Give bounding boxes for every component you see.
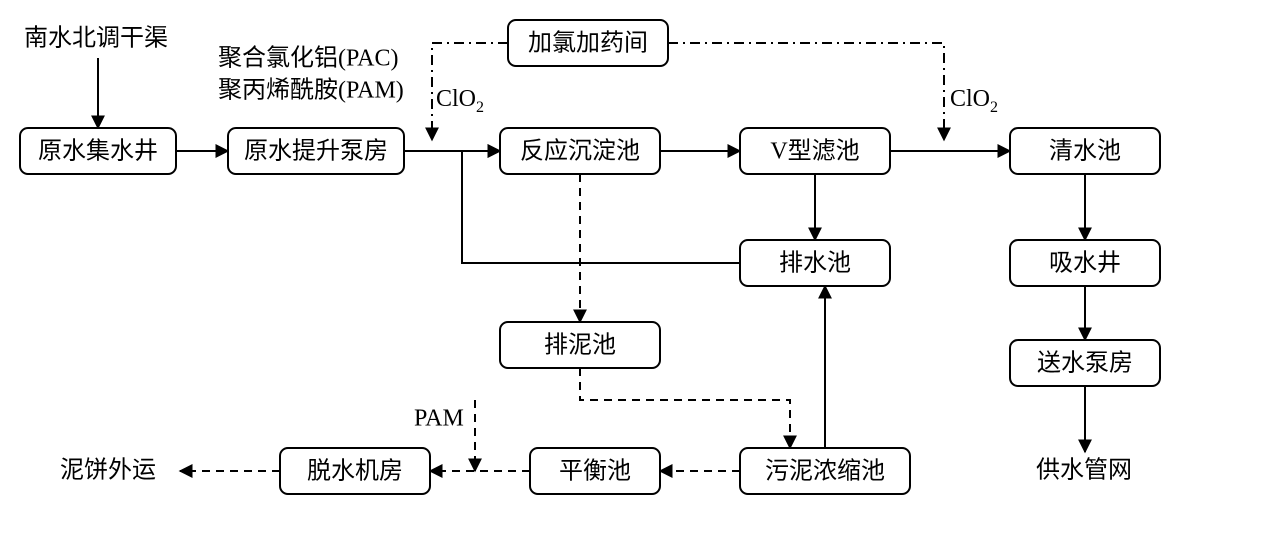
label-pam: 聚丙烯酰胺(PAM) [218,77,404,104]
node-label-reaction_tank: 反应沉淀池 [520,138,640,165]
label-source: 南水北调干渠 [24,25,168,52]
node-reaction_tank: 反应沉淀池 [500,128,660,174]
node-label-balance_pool: 平衡池 [559,458,631,485]
node-label-chlorine_room: 加氯加药间 [528,30,648,57]
node-label-dewater: 脱水机房 [307,458,403,485]
node-label-send_pump: 送水泵房 [1037,350,1133,377]
node-label-suction_well: 吸水井 [1049,250,1121,277]
node-suction_well: 吸水井 [1010,240,1160,286]
label-clo2_l: ClO2 [436,86,484,117]
label-pac: 聚合氯化铝(PAC) [218,45,398,72]
node-label-pump_house: 原水提升泵房 [244,138,388,165]
node-raw_well: 原水集水井 [20,128,176,174]
node-clear_tank: 清水池 [1010,128,1160,174]
label-pam2: PAM [414,406,464,432]
node-label-sludge_thick: 污泥浓缩池 [765,458,885,485]
node-dewater: 脱水机房 [280,448,430,494]
node-label-raw_well: 原水集水井 [38,138,158,165]
node-chlorine_room: 加氯加药间 [508,20,668,66]
node-mud_pool: 排泥池 [500,322,660,368]
edge-chlorine_right [668,43,944,140]
node-v_filter: V型滤池 [740,128,890,174]
node-drain_pool: 排水池 [740,240,890,286]
node-label-drain_pool: 排水池 [779,250,851,277]
flowchart: 原水集水井 原水提升泵房 反应沉淀池 V型滤池 清水池 加氯加药间排水池排泥池污泥浓缩池 平… [0,0,1264,542]
node-sludge_thick: 污泥浓缩池 [740,448,910,494]
label-network: 供水管网 [1036,457,1132,484]
node-send_pump: 送水泵房 [1010,340,1160,386]
edge-mud_to_sludge [580,368,790,448]
node-label-clear_tank: 清水池 [1049,138,1121,165]
node-label-mud_pool: 排泥池 [544,332,616,359]
node-pump_house: 原水提升泵房 [228,128,404,174]
label-cake: 泥饼外运 [60,457,156,484]
label-clo2_r: ClO2 [950,86,998,117]
node-label-v_filter: V型滤池 [770,138,859,165]
node-balance_pool: 平衡池 [530,448,660,494]
